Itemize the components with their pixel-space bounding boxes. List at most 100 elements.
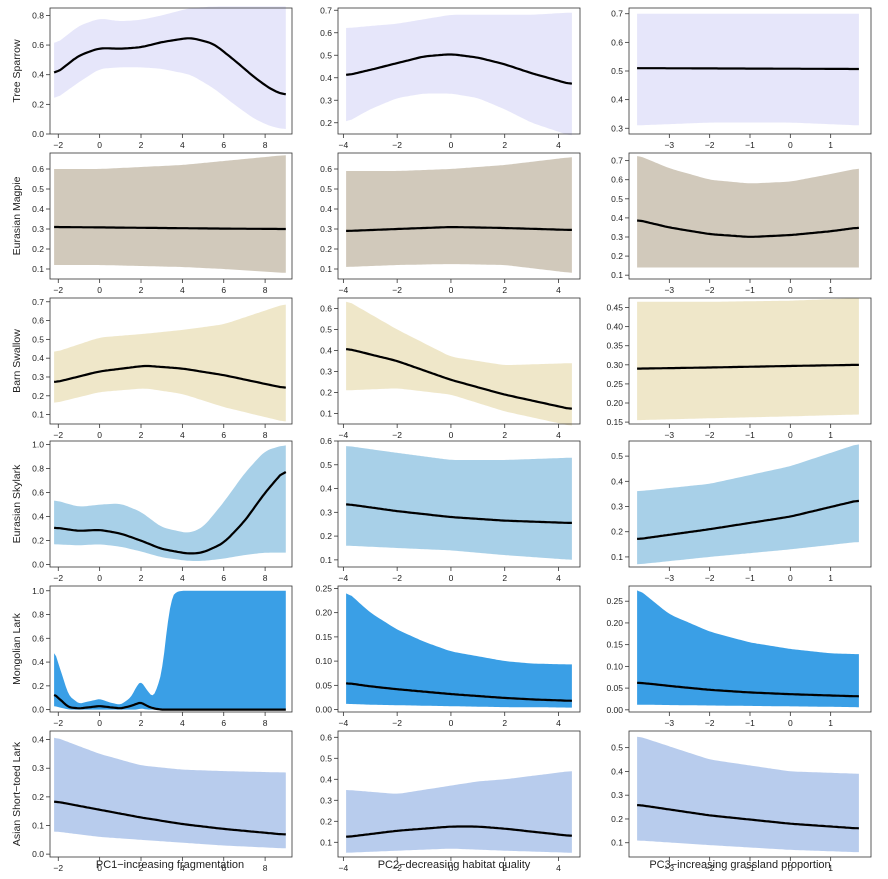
confidence-band [637, 736, 859, 853]
x-tick-label: 0 [97, 863, 102, 873]
y-tick-label: 0.5 [320, 460, 332, 470]
x-tick-label: −2 [392, 285, 402, 295]
y-tick-label: 0.20 [606, 398, 623, 408]
panel-frame [49, 730, 293, 858]
y-tick-label: 0.4 [320, 73, 332, 83]
x-tick-label: 0 [449, 573, 454, 583]
x-tick-label: 0 [788, 285, 793, 295]
x-tick-label: −4 [339, 285, 349, 295]
y-tick-label: 1.0 [32, 440, 44, 450]
panel-frame [49, 585, 293, 713]
y-tick-label: 0.5 [611, 194, 623, 204]
confidence-band [54, 590, 286, 710]
x-tick-label: −2 [705, 140, 715, 150]
y-tick-label: 0.3 [611, 790, 623, 800]
y-tick-label: 0.25 [606, 379, 623, 389]
x-axis-label: PC2−decreasing habitat quality [378, 859, 531, 871]
y-tick-label: 0.3 [320, 224, 332, 234]
x-tick-label: 0 [449, 863, 454, 873]
y-tick-label: 0.7 [611, 9, 623, 19]
y-tick-label: 0.2 [611, 814, 623, 824]
x-tick-label: 4 [556, 430, 561, 440]
x-tick-label: 2 [502, 863, 507, 873]
row-label: Tree Sparrow [11, 39, 23, 103]
x-tick-label: 2 [139, 140, 144, 150]
x-tick-label: 2 [502, 573, 507, 583]
x-tick-label: −1 [745, 285, 755, 295]
y-tick-label: 0.7 [32, 297, 44, 307]
fit-line [346, 503, 572, 524]
x-tick-label: 0 [449, 430, 454, 440]
x-tick-label: −4 [339, 140, 349, 150]
fit-line [637, 681, 859, 698]
y-tick-label: 0.5 [32, 334, 44, 344]
y-tick-label: 0.30 [606, 360, 623, 370]
y-tick-label: 0.15 [315, 632, 332, 642]
x-tick-label: 4 [180, 863, 185, 873]
y-tick-label: 0.5 [611, 66, 623, 76]
y-tick-label: 0.6 [32, 316, 44, 326]
x-tick-label: −2 [53, 573, 63, 583]
x-tick-label: −3 [664, 285, 674, 295]
x-tick-label: −2 [392, 718, 402, 728]
fit-line [54, 225, 286, 231]
x-tick-label: 2 [502, 285, 507, 295]
x-tick-label: −1 [745, 430, 755, 440]
y-tick-label: 0.4 [320, 346, 332, 356]
x-tick-label: 1 [828, 140, 833, 150]
y-tick-label: 0.3 [320, 95, 332, 105]
y-tick-label: 0.00 [315, 705, 332, 715]
x-tick-label: 4 [556, 573, 561, 583]
x-tick-label: 2 [502, 430, 507, 440]
panel: 0.00 0.05 0.10 0.15 0.20 0.25 −4 −2 0 2 4 [315, 583, 581, 728]
x-tick-label: 8 [263, 718, 268, 728]
y-tick-label: 0.00 [606, 705, 623, 715]
x-tick-label: 8 [263, 285, 268, 295]
x-tick-label: 2 [502, 140, 507, 150]
x-tick-label: 0 [788, 718, 793, 728]
confidence-band [637, 444, 859, 565]
y-tick-label: 0.10 [315, 656, 332, 666]
x-tick-label: −1 [745, 863, 755, 873]
x-tick-label: −1 [745, 718, 755, 728]
y-tick-label: 0.6 [32, 633, 44, 643]
x-tick-label: −2 [705, 430, 715, 440]
x-tick-label: −3 [664, 863, 674, 873]
x-tick-label: −2 [705, 863, 715, 873]
x-tick-label: −1 [745, 573, 755, 583]
x-tick-label: 0 [449, 285, 454, 295]
x-tick-label: 0 [788, 863, 793, 873]
x-tick-label: −4 [339, 863, 349, 873]
y-tick-label: 0.2 [320, 531, 332, 541]
panel: 0.1 0.2 0.3 0.4 0.5 0.6 −4 −2 0 2 4 [320, 152, 581, 295]
x-tick-label: −2 [53, 285, 63, 295]
y-tick-label: 0.3 [32, 224, 44, 234]
y-tick-label: 0.0 [32, 560, 44, 570]
y-tick-label: 0.2 [32, 681, 44, 691]
panel: 0.0 0.2 0.4 0.6 0.8 1.0 −2 0 2 4 6 8 [32, 585, 293, 728]
x-tick-label: 0 [788, 573, 793, 583]
fit-line [345, 53, 573, 85]
x-tick-label: 4 [180, 140, 185, 150]
y-tick-label: 0.6 [32, 40, 44, 50]
y-tick-label: 0.4 [320, 204, 332, 214]
x-tick-label: 1 [828, 430, 833, 440]
y-tick-label: 0.4 [611, 213, 623, 223]
x-tick-label: 4 [180, 573, 185, 583]
row-label: Mongolian Lark [11, 612, 23, 685]
confidence-band [346, 301, 572, 426]
y-tick-label: 0.6 [320, 164, 332, 174]
fit-line [637, 363, 859, 370]
y-tick-label: 0.8 [32, 464, 44, 474]
x-tick-label: −2 [705, 285, 715, 295]
x-tick-label: 2 [502, 718, 507, 728]
y-tick-label: 0.1 [320, 837, 332, 847]
x-tick-label: 0 [449, 718, 454, 728]
x-axis-label: PC3−increasing grassland proportion [649, 859, 830, 871]
y-tick-label: 0.2 [32, 536, 44, 546]
y-tick-label: 0.4 [611, 766, 623, 776]
y-tick-label: 0.2 [611, 527, 623, 537]
panel: 0.1 0.2 0.3 0.4 0.5 0.6 −4 −2 0 2 4 [320, 436, 581, 583]
y-tick-label: 0.4 [320, 484, 332, 494]
y-tick-label: 0.2 [320, 118, 332, 128]
